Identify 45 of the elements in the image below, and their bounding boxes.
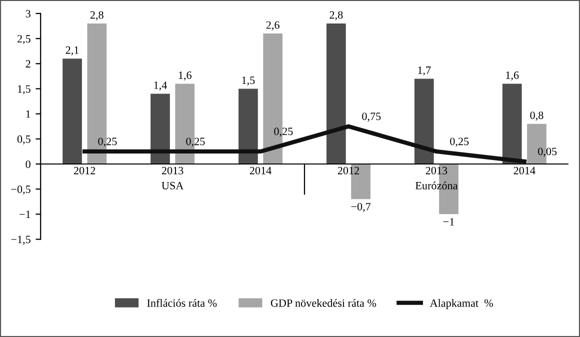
data-label: 1,6 xyxy=(506,71,519,81)
data-label: 1,7 xyxy=(418,66,431,76)
bar xyxy=(150,94,170,164)
y-tick-label: 0 xyxy=(26,160,30,168)
data-label: 1,4 xyxy=(154,82,168,91)
x-tick-label: 2013 xyxy=(426,166,448,174)
data-label: 0,8 xyxy=(530,112,544,121)
bar xyxy=(414,78,434,164)
data-label: 0,25 xyxy=(274,128,293,137)
annotation: USA xyxy=(162,182,184,190)
data-label: 0,05 xyxy=(538,148,557,157)
data-label: 2,6 xyxy=(266,21,280,30)
data-label: −0,7 xyxy=(351,202,371,212)
data-label: 0,25 xyxy=(98,138,117,147)
y-tick-label: −1,5 xyxy=(11,236,30,245)
data-label: −1 xyxy=(443,218,454,226)
data-label: 2,8 xyxy=(90,11,104,20)
y-tick-label: 2,5 xyxy=(17,35,30,44)
y-tick-label: 1,5 xyxy=(18,85,30,94)
y-tick-label: 2 xyxy=(26,60,30,68)
x-tick-label: 2014 xyxy=(514,166,536,174)
y-tick-label: −1 xyxy=(20,210,30,218)
data-label: 2,8 xyxy=(330,11,343,20)
bar xyxy=(326,24,346,164)
legend-label: GDP növekedési ráta % xyxy=(270,298,376,307)
data-label: 0,25 xyxy=(450,138,469,147)
y-tick-label: 3 xyxy=(26,10,30,18)
legend-label: Inflációs ráta % xyxy=(147,298,217,307)
data-label: 1,6 xyxy=(178,71,192,81)
x-tick-label: 2014 xyxy=(250,166,272,174)
data-label: 0,75 xyxy=(362,112,381,122)
data-label: 1,5 xyxy=(242,76,255,86)
annotation: Eurózóna xyxy=(415,182,458,190)
legend-label: Alapkamat % xyxy=(430,299,493,310)
bar xyxy=(62,58,82,164)
y-tick-label: −0,5 xyxy=(11,186,30,195)
y-tick-label: 1 xyxy=(26,110,30,118)
x-tick-label: 2012 xyxy=(74,166,96,174)
bar xyxy=(502,84,522,164)
x-tick-label: 2012 xyxy=(338,166,359,174)
data-label: 0,25 xyxy=(186,138,205,147)
bar xyxy=(238,88,258,164)
y-tick-label: 0,5 xyxy=(17,135,30,144)
x-tick-label: 2013 xyxy=(162,166,184,174)
data-label: 2,1 xyxy=(66,46,79,56)
